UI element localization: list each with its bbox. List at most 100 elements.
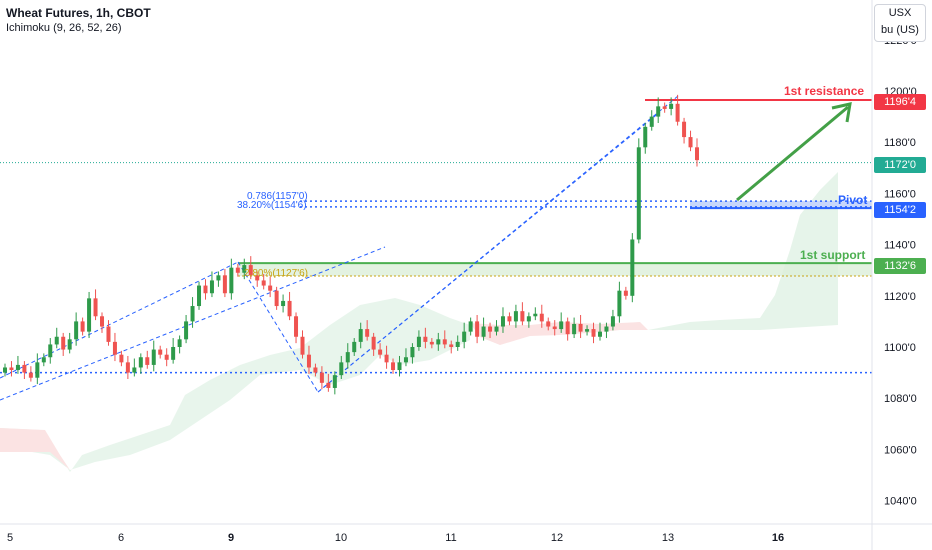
candle-body [559,321,564,330]
symbol-title[interactable]: Wheat Futures, 1h, CBOT [6,6,151,20]
candle-body [119,354,124,363]
candle-body [643,126,648,148]
candle-body [326,382,331,388]
candle-body [190,306,195,322]
candle-body [533,313,538,317]
candle-body [656,106,661,117]
x-tick-label: 16 [772,532,784,544]
candle-body [80,321,85,332]
candle-body [197,285,202,307]
candle-body [423,336,428,342]
x-tick-label: 6 [118,532,124,544]
candle-body [630,239,635,296]
candle-body [242,265,247,273]
candle-body [177,339,182,347]
candle-body [67,339,72,350]
y-tick-label: 1140'0 [884,240,916,252]
candle-body [74,321,79,340]
candle-body [22,364,27,373]
candle-body [675,103,680,122]
candle-body [216,275,221,281]
candle-body [209,280,214,294]
y-tick-label: 1120'0 [884,291,916,303]
candle-body [526,316,531,322]
candle-body [397,362,402,371]
x-tick-label: 9 [228,532,234,544]
candle-body [507,316,512,322]
candle-body [332,375,337,388]
candle-body [649,116,654,127]
candle-body [552,326,557,330]
candle-body [623,290,628,296]
candle-body [35,362,40,378]
candle-body [481,326,486,337]
candle-body [378,349,383,355]
ichimoku-cloud-green [0,298,470,472]
candle-body [151,349,156,365]
candle-body [416,336,421,347]
candle-body [442,339,447,345]
y-tick-label: 1060'0 [884,444,917,456]
candle-body [158,349,163,355]
candle-body [268,285,273,291]
ichimoku-cloud-red-mid [470,322,648,345]
projection-arrow-line [736,105,849,202]
candle-body [281,300,286,307]
candle-body [287,300,292,317]
resistance-label: 1st resistance [784,84,865,98]
candle-body [597,331,602,337]
candle-body [54,336,59,345]
y-tick-label: 1160'0 [884,188,916,200]
candle-body [248,265,253,276]
candle-body [3,367,7,373]
candle-body [468,321,473,332]
candle-body [365,329,370,337]
candle-body [488,326,493,332]
support-price-tag: 1132'6 [874,258,926,274]
candle-body [255,275,260,281]
y-tick-label: 1040'0 [884,496,917,508]
pivot-price-tag: 1154'2 [874,202,926,218]
candle-body [125,362,130,373]
x-tick-label: 13 [662,532,674,544]
candle-body [403,357,408,363]
candle-body [300,336,305,355]
candle-body [604,326,609,332]
candle-body [475,321,480,337]
candle-body [565,321,570,335]
candle-body [100,316,105,327]
candle-body [48,344,53,358]
candle-body [494,326,499,332]
indicator-label[interactable]: Ichimoku (9, 26, 52, 26) [6,22,122,34]
candle-body [87,298,92,332]
candle-body [274,290,279,307]
ichimoku-cloud-green-right [648,172,838,330]
candle-body [41,357,46,363]
candle-body [319,372,324,383]
trend-line-1 [0,246,386,401]
candle-body [222,275,227,294]
candle-body [235,267,240,273]
candle-body [339,362,344,376]
support-label: 1st support [800,248,866,262]
candle-body [662,106,667,109]
candle-body [539,313,544,322]
candle-body [106,326,111,342]
candle-body [429,341,434,345]
trend-line-3 [237,261,319,393]
candle-body [313,367,318,373]
projection-arrow-head [831,102,852,123]
currency-unit-selector[interactable]: USX bu (US) [874,4,926,42]
y-tick-label: 1180'0 [884,137,916,149]
candle-body [572,323,577,335]
candle-body [617,290,622,317]
currency-code: USX [888,7,912,19]
candle-body [391,362,396,371]
y-tick-label: 1080'0 [884,393,917,405]
pivot-zone [690,201,872,209]
trend-line-5 [317,111,661,393]
candle-body [455,341,460,347]
candle-body [500,316,505,327]
